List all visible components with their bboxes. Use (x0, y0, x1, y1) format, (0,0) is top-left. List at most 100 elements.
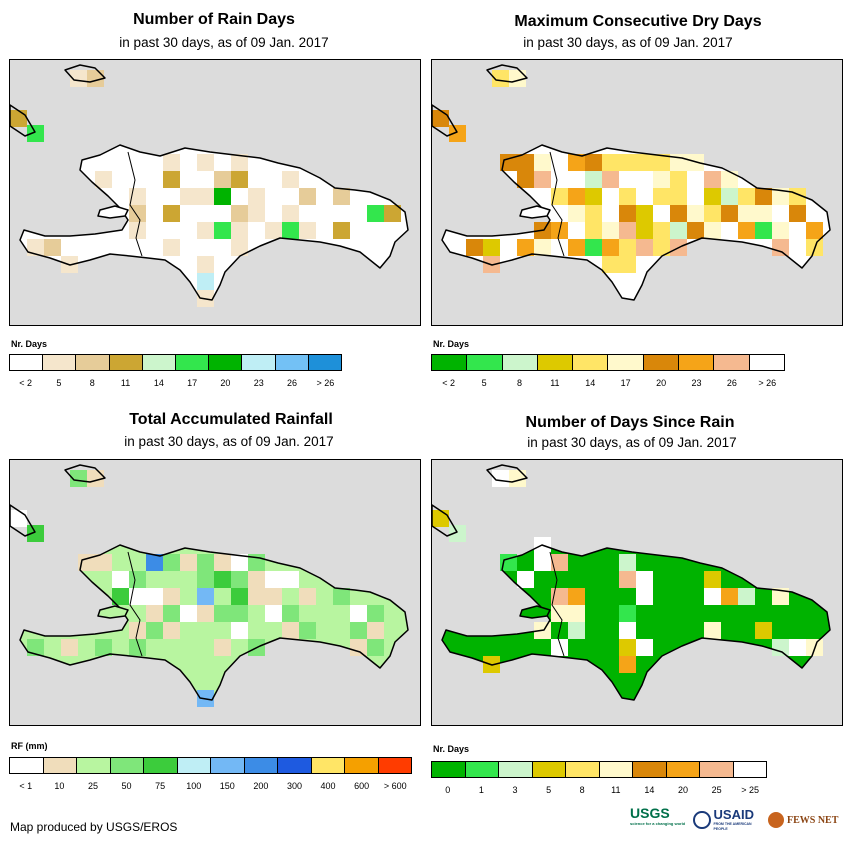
grid-cell (619, 239, 636, 256)
grid-cell (636, 571, 653, 588)
grid-cell (636, 639, 653, 656)
legend-swatch (467, 355, 503, 370)
legend-swatch (142, 355, 177, 370)
legend-ticks: < 2 5 8 11 14 17 20 23 26 > 26 (431, 378, 785, 390)
island-outline (519, 605, 551, 619)
legend-swatch (345, 758, 379, 773)
grid-cell (282, 205, 299, 222)
grid-cell (163, 239, 180, 256)
usgs-logo: USGS science for a changing world (630, 806, 688, 834)
legend-tick-label: 14 (585, 378, 596, 388)
grid-cell (27, 239, 44, 256)
grid-cell (551, 588, 568, 605)
legend-swatch (244, 758, 278, 773)
grid-cell (163, 205, 180, 222)
grid-cell (755, 222, 772, 239)
legend-tick-label: > 26 (316, 378, 335, 388)
national-border (549, 151, 565, 257)
grid-cell (551, 639, 568, 656)
usaid-tagline: FROM THE AMERICAN PEOPLE (713, 822, 752, 831)
legend-swatch (308, 355, 342, 370)
grid-cell (282, 222, 299, 239)
grid-cell (197, 605, 214, 622)
grid-cell (492, 470, 509, 487)
grid-cell (231, 588, 248, 605)
legend-tick-label: 20 (677, 785, 689, 795)
legend-tick-label: 75 (155, 781, 166, 791)
grid-cell (806, 222, 823, 239)
grid-cell (231, 171, 248, 188)
grid-cell (721, 205, 738, 222)
panel-subtitle: in past 30 days, as of 09 Jan. 2017 (119, 35, 329, 50)
legend-swatch (633, 762, 667, 777)
grid-cell (772, 188, 789, 205)
grid-cell (704, 171, 721, 188)
grid-cell (367, 622, 384, 639)
grid-cell (299, 622, 316, 639)
legend-swatch (432, 762, 466, 777)
legend-tick-label: 14 (644, 785, 655, 795)
legend-tick-label: 600 (354, 781, 370, 791)
grid-cell (619, 605, 636, 622)
grid-cell (483, 239, 500, 256)
grid-cell (180, 188, 197, 205)
grid-cell (789, 205, 806, 222)
grid-cell (517, 154, 534, 171)
panel-subtitle: in past 30 days, as of 09 Jan. 2017 (527, 435, 737, 450)
grid-cell (670, 222, 687, 239)
legend-tick-label: 11 (611, 785, 621, 795)
legend-swatch (176, 355, 210, 370)
grid-cell (180, 554, 197, 571)
legend-tick-label: 8 (89, 378, 95, 388)
grid-cell (585, 171, 602, 188)
grid-cell (214, 571, 231, 588)
legend-swatch (532, 762, 566, 777)
grid-cell (350, 605, 367, 622)
grid-cell (517, 571, 534, 588)
grid-cell (95, 171, 112, 188)
legend-swatch (643, 355, 680, 370)
legend-title: Nr. Days (11, 339, 48, 349)
grid-cell (704, 222, 721, 239)
legend-tick-label: 11 (120, 378, 131, 388)
grid-cell (721, 188, 738, 205)
grid-cell (95, 554, 112, 571)
grid-cell (197, 554, 214, 571)
legend-dry-days (431, 354, 785, 371)
usgs-tagline: science for a changing world (630, 821, 686, 826)
grid-cell (568, 622, 585, 639)
legend-ticks: < 2 5 8 11 14 17 20 23 26 > 26 (9, 378, 342, 390)
panel-title: Number of Days Since Rain (525, 414, 735, 431)
credit-text: Map produced by USGS/EROS (10, 820, 178, 834)
legend-swatch (43, 355, 77, 370)
grid-cell (367, 605, 384, 622)
panel-title: Number of Rain Days (133, 11, 295, 28)
grid-cell (146, 588, 163, 605)
legend-swatch (209, 355, 243, 370)
grid-cell (384, 205, 401, 222)
panel-subtitle: in past 30 days, as of 09 Jan. 2017 (523, 35, 733, 50)
grid-cell (87, 470, 104, 487)
grid-cell (112, 588, 129, 605)
grid-cell (721, 588, 738, 605)
island-outline (432, 504, 458, 537)
legend-tick-label: 100 (186, 781, 202, 791)
grid-cell (568, 188, 585, 205)
grid-cell (27, 525, 44, 542)
usaid-seal-icon (693, 811, 711, 829)
grid-cell (214, 639, 231, 656)
grid-cell (248, 571, 265, 588)
legend-tick-label: 17 (620, 378, 631, 388)
island-outline (64, 464, 106, 483)
grid-cell (214, 605, 231, 622)
grid-cell (214, 222, 231, 239)
island-outline (97, 205, 129, 219)
legend-swatch (77, 758, 111, 773)
grid-cell (163, 171, 180, 188)
legend-tick-label: 150 (219, 781, 235, 791)
grid-cell (163, 622, 180, 639)
coastline (19, 144, 409, 301)
grid-cell (265, 222, 282, 239)
legend-rainfall (9, 757, 412, 774)
legend-ticks: < 1 10 25 50 75 100 150 200 300 400 600 > 600 (9, 781, 412, 793)
